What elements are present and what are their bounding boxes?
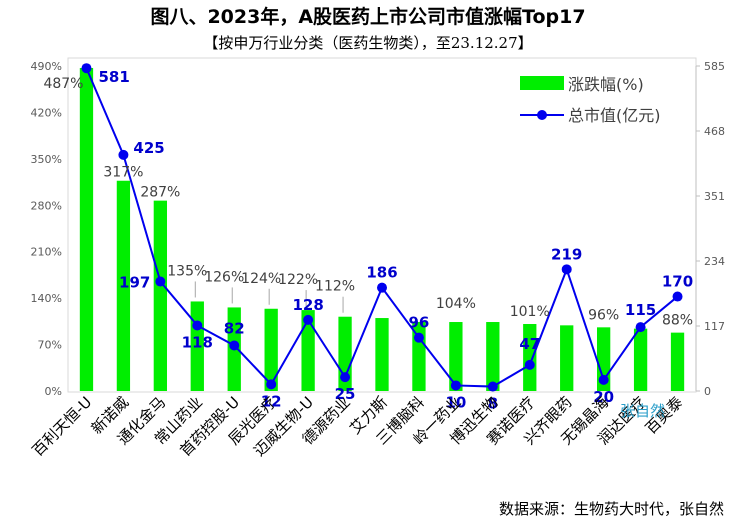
right-axis-tick-label: 351 <box>704 190 725 203</box>
legend-bar-label: 涨跌幅(%) <box>568 75 644 94</box>
watermark: 张自然 <box>620 402 665 420</box>
market-cap-point <box>340 372 351 383</box>
left-axis-tick-label: 420% <box>31 106 62 119</box>
left-axis-tick-label: 210% <box>31 246 62 259</box>
line-data-label: 425 <box>133 139 164 157</box>
bar-data-label: 287% <box>140 185 180 201</box>
market-cap-point <box>81 63 92 74</box>
category-label: 百利天恒-U <box>29 393 96 460</box>
bar <box>670 332 685 391</box>
chart-title: 图八、2023年，A股医药上市公司市值涨幅Top17 <box>150 6 586 28</box>
bar-data-label: 112% <box>315 279 355 295</box>
bar-data-label: 88% <box>662 313 693 329</box>
market-cap-point <box>192 320 203 331</box>
right-axis-tick-label: 117 <box>704 320 725 333</box>
left-axis-tick-label: 280% <box>31 199 62 212</box>
bar <box>523 324 537 391</box>
left-axis-tick-label: 70% <box>38 339 62 352</box>
chart-subtitle: 【按申万行业分类（医药生物类），至23.12.27】 <box>203 34 533 52</box>
bar <box>375 318 389 391</box>
line-data-label: 82 <box>224 319 245 337</box>
line-data-label: 115 <box>625 301 656 319</box>
right-axis: 0 117 234 351 468 585 <box>695 60 725 398</box>
left-axis-tick-label: 140% <box>31 292 62 305</box>
line-data-label: 10 <box>445 393 466 411</box>
bar-data-label: 317% <box>103 165 143 181</box>
bar <box>486 322 500 391</box>
line-data-label: 8 <box>488 395 498 413</box>
bar <box>301 310 315 391</box>
right-axis-tick-label: 234 <box>704 255 725 268</box>
market-cap-point <box>377 282 387 293</box>
line-data-label: 47 <box>519 335 540 353</box>
label-leaders <box>194 281 344 313</box>
market-cap-point <box>635 322 646 333</box>
market-cap-point <box>303 314 314 325</box>
legend: 涨跌幅(%) 总市值(亿元) <box>520 75 661 125</box>
line-data-label: 197 <box>119 274 150 292</box>
right-axis-tick-label: 585 <box>704 60 725 73</box>
line-series <box>81 63 683 392</box>
market-cap-point <box>561 264 572 275</box>
line-data-label: 25 <box>335 385 356 403</box>
right-axis-tick-label: 468 <box>704 125 725 138</box>
line-data-label: 20 <box>593 388 614 406</box>
left-axis-tick-label: 350% <box>31 153 62 166</box>
market-cap-point <box>266 379 277 390</box>
bar <box>153 200 168 391</box>
bar-data-label: 104% <box>436 296 476 312</box>
bar <box>79 67 94 391</box>
bar <box>116 180 131 391</box>
bar-data-label: 96% <box>588 307 619 323</box>
line-data-label: 12 <box>261 392 282 410</box>
bar-data-labels: 487% 317% 287% 135%126%124%122%112% 104% 101%… <box>43 76 693 329</box>
market-cap-point <box>524 359 535 370</box>
legend-bar-swatch <box>520 76 564 90</box>
market-cap-point <box>672 291 683 302</box>
market-cap-point <box>413 332 424 343</box>
market-cap-point <box>450 380 461 391</box>
bar-data-label: 122% <box>278 272 318 288</box>
market-cap-point <box>155 276 166 287</box>
line-data-label: 170 <box>662 273 693 291</box>
bar-data-label: 124% <box>241 271 281 287</box>
market-cap-point <box>487 381 498 392</box>
category-labels: 百利天恒-U新诺威通化金马常山药业首药控股-U辰光医疗迈威生物-U德源药业艾力斯… <box>29 393 687 460</box>
bar-data-label: 487% <box>43 76 83 92</box>
line-data-label: 96 <box>409 314 430 332</box>
bar-data-label: 101% <box>510 304 550 320</box>
market-cap-point <box>229 340 240 351</box>
left-axis: 0% 70% 140% 210% 280% 350% 420% 490% <box>31 60 62 398</box>
data-source: 数据来源：生物药大时代，张自然 <box>498 500 724 518</box>
legend-line-label: 总市值(亿元) <box>568 106 661 125</box>
line-data-label: 581 <box>98 68 129 86</box>
bar <box>633 328 648 391</box>
left-axis-tick-label: 0% <box>45 385 62 398</box>
line-data-label: 128 <box>292 296 323 314</box>
market-cap-point <box>118 149 129 160</box>
line-data-label: 186 <box>366 264 397 282</box>
market-cap-point <box>598 374 609 385</box>
bar-data-label: 126% <box>204 269 244 285</box>
right-axis-tick-label: 0 <box>704 385 711 398</box>
legend-line-marker <box>537 110 547 120</box>
line-data-label: 219 <box>551 245 582 263</box>
bar-data-label: 135% <box>167 263 207 279</box>
bar <box>449 322 463 391</box>
bar <box>560 325 574 391</box>
bar <box>264 308 278 391</box>
line-data-label: 118 <box>182 333 213 351</box>
line-data-labels: 581 425 197 118 82 12 128 25 186 96 10 8 47 219 20 115 1… <box>98 68 693 412</box>
left-axis-tick-label: 490% <box>31 60 62 73</box>
